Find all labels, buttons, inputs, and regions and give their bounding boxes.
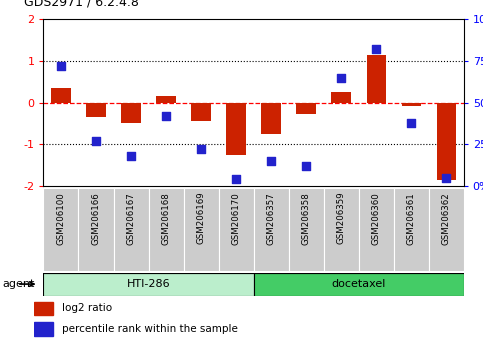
Bar <box>437 103 456 179</box>
Bar <box>51 88 71 103</box>
Text: GSM206362: GSM206362 <box>441 192 451 245</box>
Text: GSM206360: GSM206360 <box>371 192 381 245</box>
Bar <box>227 103 246 155</box>
Bar <box>289 188 324 271</box>
Bar <box>121 103 141 124</box>
Point <box>232 176 240 182</box>
Text: GDS2971 / 6.2.4.8: GDS2971 / 6.2.4.8 <box>24 0 139 9</box>
Bar <box>184 188 219 271</box>
Text: log2 ratio: log2 ratio <box>62 303 112 313</box>
Bar <box>331 92 351 103</box>
Bar <box>86 103 106 117</box>
Point <box>92 138 100 144</box>
Point <box>442 175 450 181</box>
Bar <box>367 55 386 103</box>
Text: GSM206361: GSM206361 <box>407 192 416 245</box>
Text: GSM206357: GSM206357 <box>267 192 276 245</box>
Bar <box>401 103 421 106</box>
Point <box>407 120 415 125</box>
Bar <box>34 322 53 336</box>
Bar <box>394 188 429 271</box>
Bar <box>114 188 149 271</box>
Bar <box>254 273 464 296</box>
Text: docetaxel: docetaxel <box>331 279 386 289</box>
Text: GSM206100: GSM206100 <box>57 192 66 245</box>
Text: agent: agent <box>2 279 35 289</box>
Bar <box>43 188 78 271</box>
Point <box>267 158 275 164</box>
Bar <box>261 103 281 134</box>
Bar <box>34 302 53 315</box>
Bar <box>324 188 358 271</box>
Text: GSM206169: GSM206169 <box>197 192 206 244</box>
Bar <box>43 273 254 296</box>
Text: GSM206167: GSM206167 <box>127 192 136 245</box>
Text: GSM206170: GSM206170 <box>231 192 241 245</box>
Text: GSM206359: GSM206359 <box>337 192 346 244</box>
Point <box>197 147 205 152</box>
Point <box>372 47 380 52</box>
Text: GSM206168: GSM206168 <box>161 192 170 245</box>
Bar <box>218 188 254 271</box>
Bar <box>297 103 316 114</box>
Bar <box>191 103 211 121</box>
Text: percentile rank within the sample: percentile rank within the sample <box>62 324 238 334</box>
Point <box>337 75 345 81</box>
Point <box>57 63 65 69</box>
Text: GSM206166: GSM206166 <box>91 192 100 245</box>
Bar <box>78 188 114 271</box>
Bar <box>254 188 289 271</box>
Bar <box>429 188 464 271</box>
Point <box>162 113 170 119</box>
Bar <box>358 188 394 271</box>
Point <box>127 153 135 159</box>
Point <box>302 163 310 169</box>
Bar <box>149 188 184 271</box>
Bar <box>156 96 176 103</box>
Text: GSM206358: GSM206358 <box>301 192 311 245</box>
Text: HTI-286: HTI-286 <box>127 279 170 289</box>
